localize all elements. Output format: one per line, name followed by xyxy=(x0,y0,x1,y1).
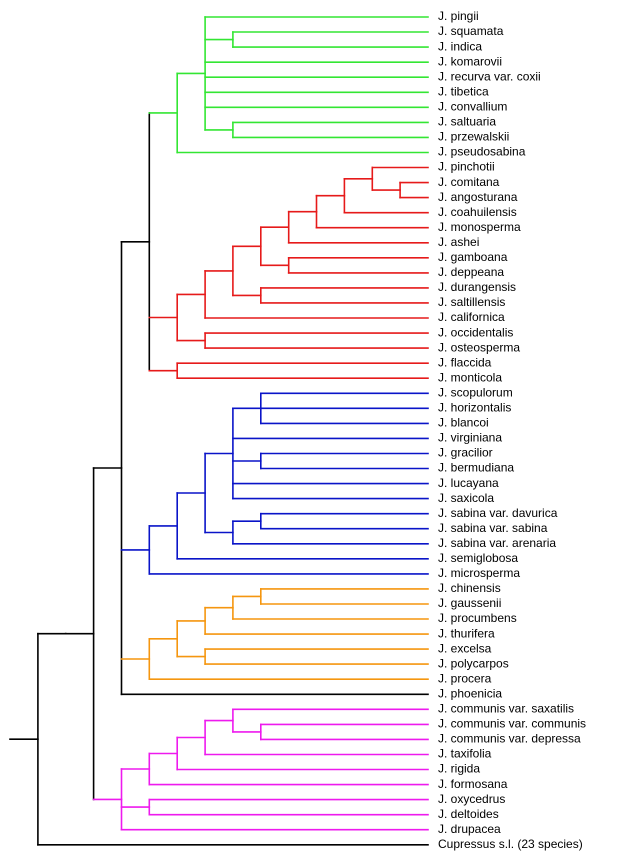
tip-label: J. phoenicia xyxy=(438,686,502,700)
tip-label: J. convallium xyxy=(438,99,507,113)
tip-label: J. scopulorum xyxy=(438,385,513,399)
tip-label: J. flaccida xyxy=(438,355,492,369)
tip-label: J. gamboana xyxy=(438,250,508,264)
tree-branches xyxy=(9,16,429,846)
tip-label: J. recurva var. coxii xyxy=(438,69,541,83)
tip-label: J. polycarpos xyxy=(438,656,509,670)
tip-label: J. occidentalis xyxy=(438,325,513,339)
tip-label: J. angosturana xyxy=(438,190,518,204)
tip-label: J. durangensis xyxy=(438,280,516,294)
tip-label: J. formosana xyxy=(438,777,508,791)
tip-label: J. sabina var. sabina xyxy=(438,521,548,535)
tip-label: J. squamata xyxy=(438,24,504,38)
tip-label: J. pingii xyxy=(438,9,479,23)
tip-label: J. coahuilensis xyxy=(438,205,517,219)
tip-label: J. oxycedrus xyxy=(438,792,505,806)
tip-label: J. californica xyxy=(438,310,505,324)
tip-label: J. deppeana xyxy=(438,265,504,279)
tip-label: J. gaussenii xyxy=(438,596,501,610)
tip-label: J. sabina var. davurica xyxy=(438,506,558,520)
tip-label: J. procera xyxy=(438,671,492,685)
tip-label: Cupressus s.l. (23 species) xyxy=(438,837,583,851)
tip-label: J. blancoi xyxy=(438,416,489,430)
tip-label: J. pseudosabina xyxy=(438,145,526,159)
tip-label: J. virginiana xyxy=(438,431,502,445)
tip-label: J. sabina var. arenaria xyxy=(438,536,556,550)
tip-label: J. horizontalis xyxy=(438,400,511,414)
tip-label: J. excelsa xyxy=(438,641,492,655)
tip-label: J. indica xyxy=(438,39,482,53)
tip-label: J. gracilior xyxy=(438,446,493,460)
tip-label: J. pinchotii xyxy=(438,160,495,174)
tip-label: J. tibetica xyxy=(438,84,489,98)
tip-label: J. saltillensis xyxy=(438,295,505,309)
tip-label: J. ashei xyxy=(438,235,479,249)
tip-label: J. procumbens xyxy=(438,611,517,625)
tip-label: J. taxifolia xyxy=(438,747,492,761)
tip-label: J. communis var. saxatilis xyxy=(438,701,574,715)
tip-label: J. deltoides xyxy=(438,807,499,821)
tip-label: J. drupacea xyxy=(438,822,501,836)
tip-label: J. communis var. communis xyxy=(438,717,586,731)
tip-label: J. thurifera xyxy=(438,626,495,640)
tip-label: J. semiglobosa xyxy=(438,551,518,565)
tip-label: J. przewalskii xyxy=(438,130,509,144)
tip-label: J. monticola xyxy=(438,370,502,384)
tip-label: J. rigida xyxy=(438,762,480,776)
tip-label: J. saltuaria xyxy=(438,115,496,129)
tip-label: J. bermudiana xyxy=(438,461,514,475)
tip-label: J. osteosperma xyxy=(438,340,520,354)
tip-label: J. lucayana xyxy=(438,476,499,490)
tip-label: J. saxicola xyxy=(438,491,494,505)
tip-label: J. communis var. depressa xyxy=(438,732,581,746)
tip-label: J. comitana xyxy=(438,175,500,189)
tip-label: J. komarovii xyxy=(438,54,502,68)
tip-label: J. chinensis xyxy=(438,581,501,595)
tip-label: J. microsperma xyxy=(438,566,520,580)
tip-label: J. monosperma xyxy=(438,220,521,234)
